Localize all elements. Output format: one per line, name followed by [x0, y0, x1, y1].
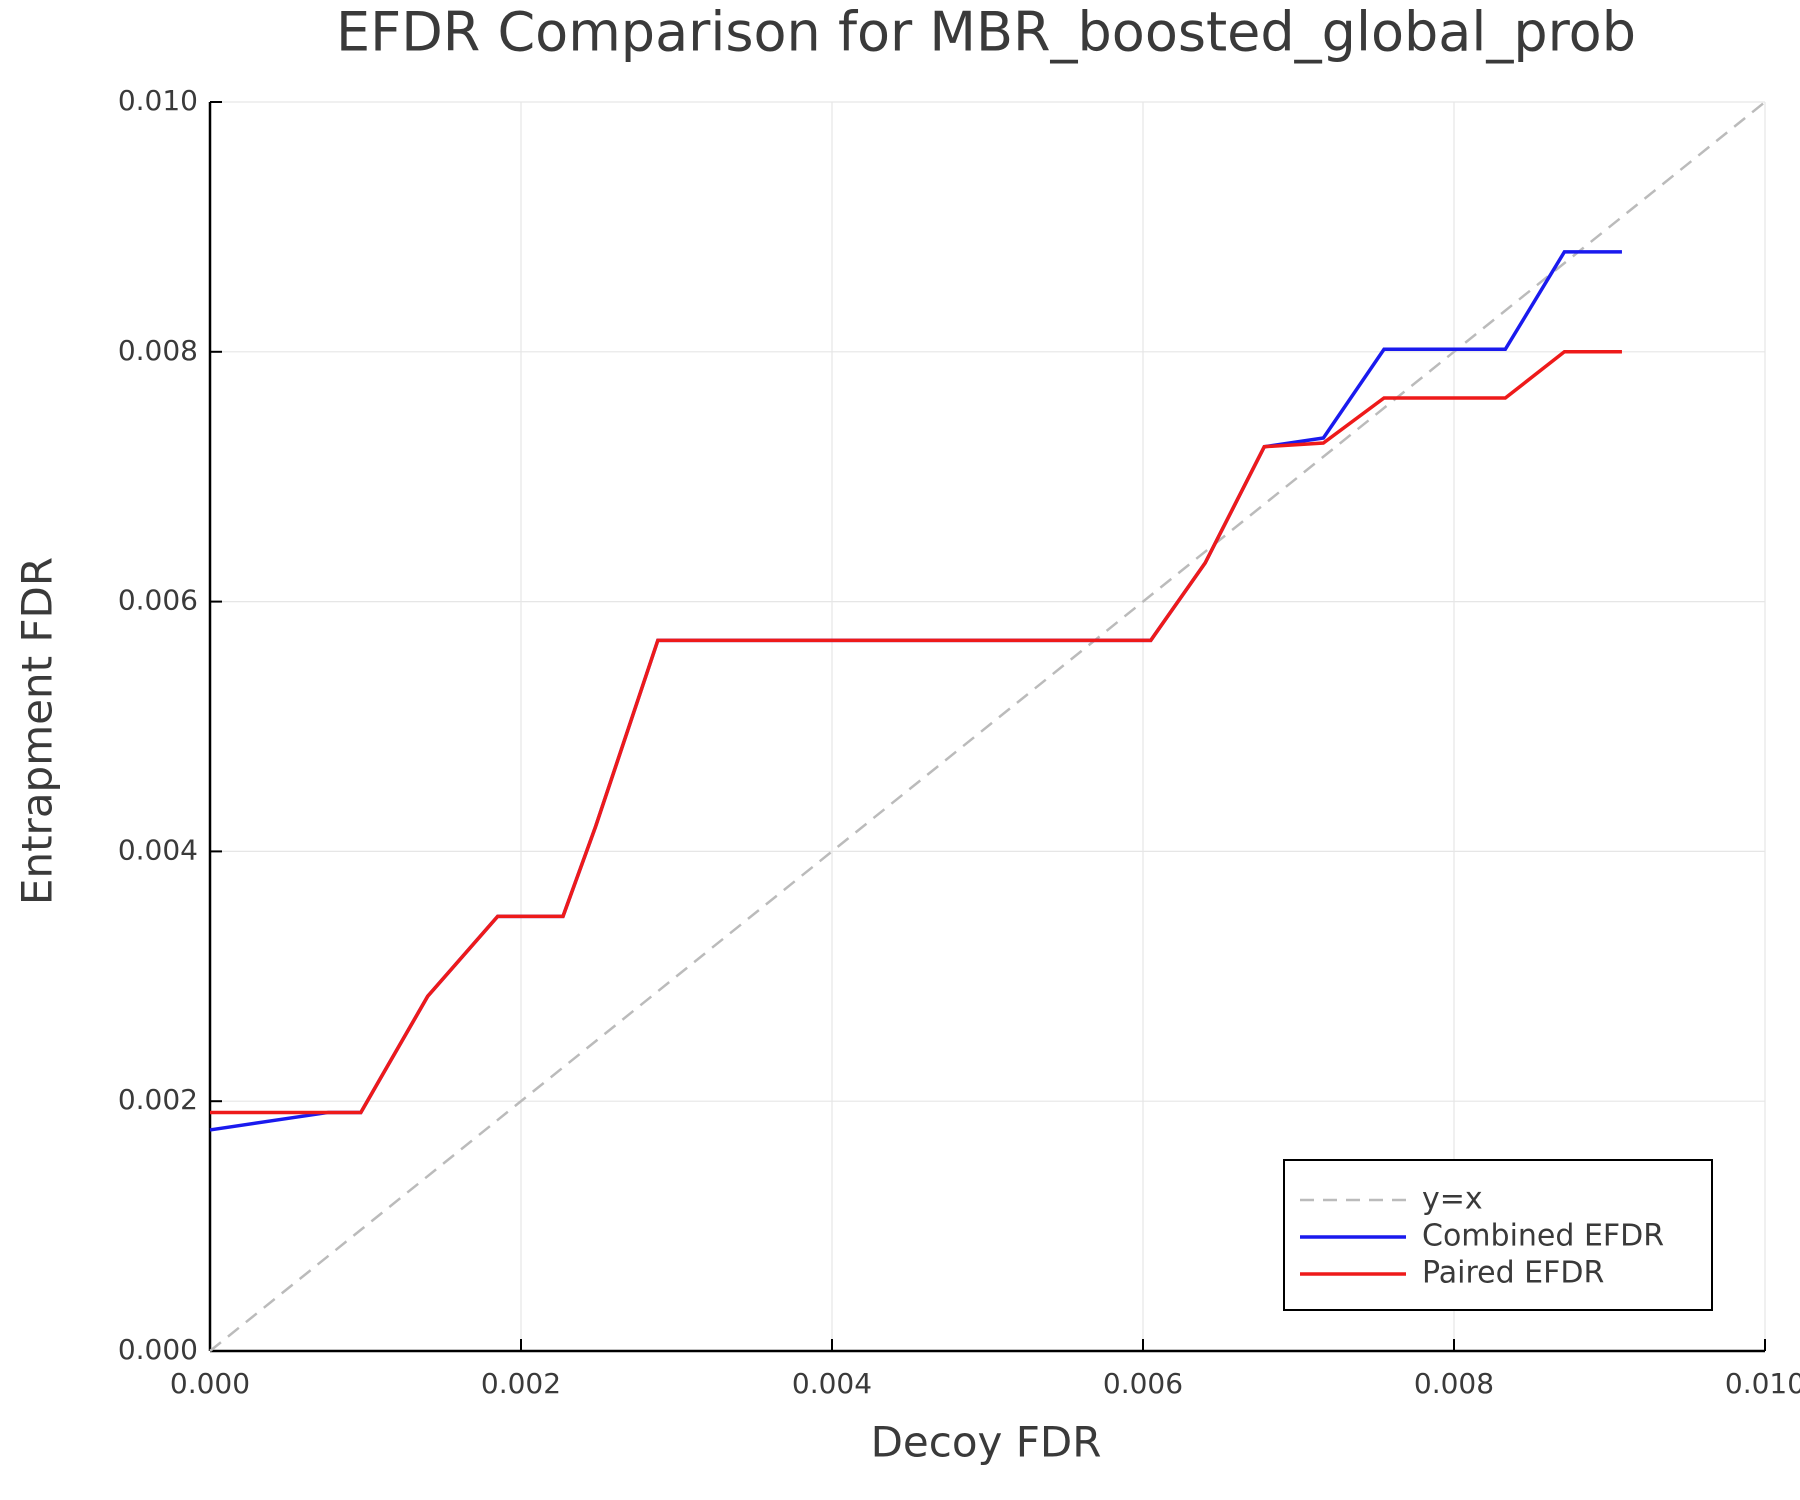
x-axis-label: Decoy FDR [871, 1418, 1102, 1467]
chart-title: EFDR Comparison for MBR_boosted_global_p… [336, 1, 1636, 64]
y-axis-label: Entrapment FDR [13, 557, 62, 905]
x-tick-label: 0.004 [792, 1367, 872, 1400]
x-tick-label: 0.000 [170, 1367, 250, 1400]
series-line [210, 350, 1622, 1115]
y-tick-label: 0.002 [118, 1083, 198, 1116]
legend-box [1283, 1159, 1713, 1311]
series-line [209, 250, 1622, 1132]
legend-label: Paired EFDR [1422, 1256, 1604, 1291]
y-tick-label: 0.006 [118, 584, 198, 617]
y-tick-label: 0.004 [118, 833, 198, 866]
y-tick-label: 0.000 [118, 1333, 198, 1366]
legend-label: Combined EFDR [1422, 1219, 1664, 1254]
x-tick-label: 0.008 [1414, 1367, 1494, 1400]
x-tick-label: 0.010 [1725, 1367, 1800, 1400]
x-tick-label: 0.002 [481, 1367, 561, 1400]
legend-label: y=x [1422, 1182, 1483, 1217]
x-tick-label: 0.006 [1103, 1367, 1183, 1400]
series-line [209, 101, 1766, 1352]
y-tick-label: 0.010 [118, 84, 198, 117]
y-tick-label: 0.008 [118, 334, 198, 367]
